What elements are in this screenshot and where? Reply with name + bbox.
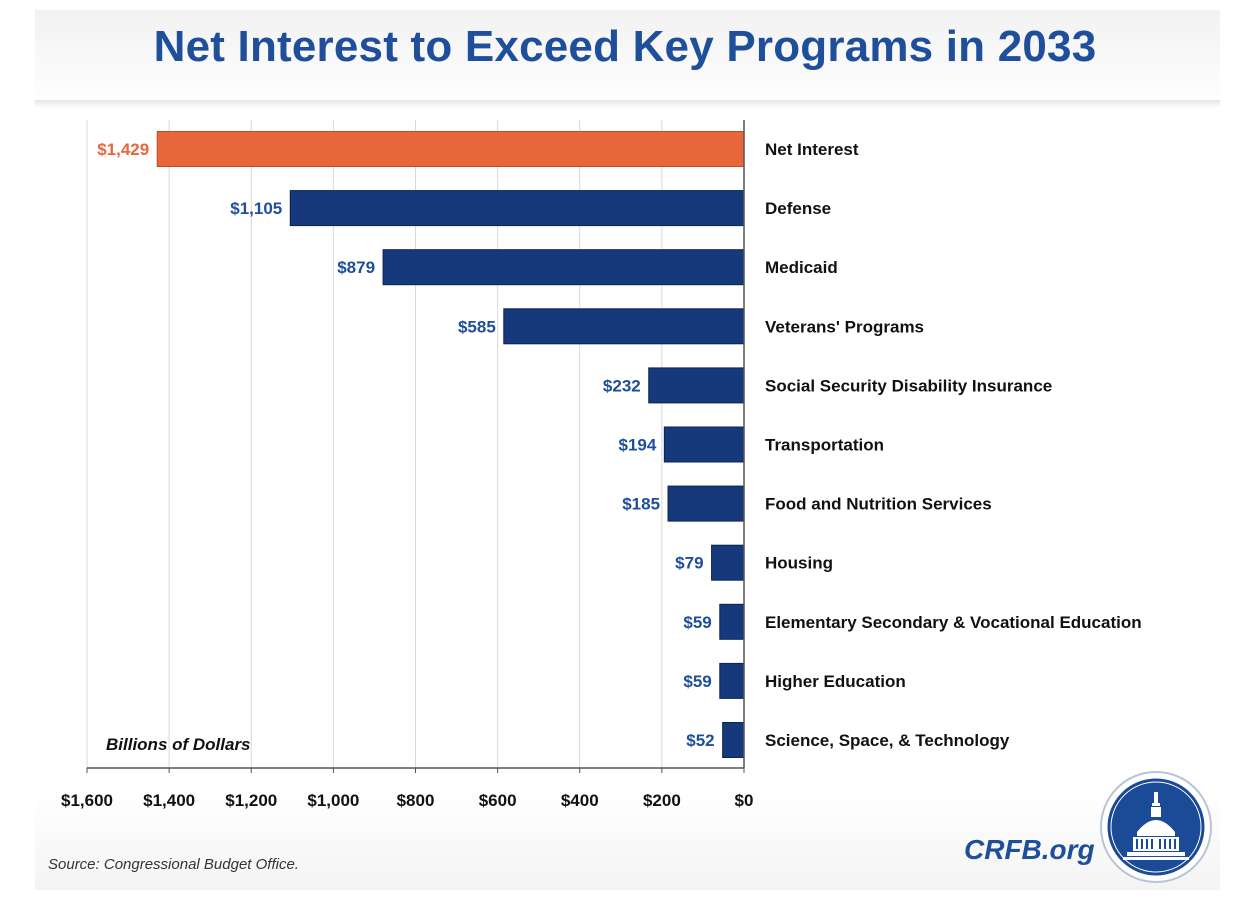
x-tick-label: $1,200	[225, 791, 277, 810]
bar	[667, 485, 745, 522]
x-tick-label: $0	[735, 791, 754, 810]
unit-label: Billions of Dollars	[106, 735, 251, 754]
x-tick-label: $1,400	[143, 791, 195, 810]
bar	[711, 544, 745, 581]
category-label: Defense	[765, 199, 831, 218]
bar-value-label: $194	[619, 436, 657, 455]
category-label: Housing	[765, 554, 833, 573]
bar-value-label: $59	[683, 672, 711, 691]
bar	[503, 308, 745, 345]
bar-value-label: $1,429	[97, 140, 149, 159]
grid-lines	[86, 120, 663, 768]
bar-value-label: $59	[683, 613, 711, 632]
bar	[663, 426, 745, 463]
bar-value-label: $52	[686, 731, 714, 750]
bar	[289, 190, 745, 227]
capitol-seal-icon	[1100, 771, 1212, 883]
bar-value-label: $232	[603, 376, 641, 395]
title-divider	[35, 100, 1220, 108]
category-label: Transportation	[765, 436, 884, 455]
bar-value-label: $1,105	[230, 199, 282, 218]
source-note: Source: Congressional Budget Office.	[48, 856, 299, 873]
bar	[722, 722, 745, 758]
crfb-link[interactable]: CRFB.org	[964, 834, 1095, 865]
bar	[719, 662, 745, 699]
x-tick-label: $600	[479, 791, 517, 810]
x-axis: $1,600 $1,400 $1,200 $1,000 $800 $600 $400 $200…	[61, 120, 753, 810]
category-label: Social Security Disability Insurance	[765, 376, 1052, 395]
bar	[648, 367, 745, 404]
x-tick-label: $1,000	[307, 791, 359, 810]
bar	[382, 249, 745, 286]
category-label: Food and Nutrition Services	[765, 495, 992, 514]
bar-value-label: $185	[622, 495, 660, 514]
category-label: Higher Education	[765, 672, 906, 691]
category-label: Medicaid	[765, 258, 838, 277]
bar	[156, 131, 745, 167]
x-tick-label: $1,600	[61, 791, 113, 810]
x-tick-label: $800	[397, 791, 435, 810]
bar-value-label: $79	[675, 554, 703, 573]
bar	[719, 603, 745, 640]
bar-value-label: $585	[458, 317, 496, 336]
category-label: Net Interest	[765, 140, 859, 159]
x-tick-label: $400	[561, 791, 599, 810]
x-tick-label: $200	[643, 791, 681, 810]
bars: $1,429 Net Interest $1,105 Defense $879 Medic…	[97, 131, 1142, 758]
category-label: Veterans' Programs	[765, 317, 924, 336]
category-label: Science, Space, & Technology	[765, 731, 1010, 750]
bar-value-label: $879	[337, 258, 375, 277]
chart-title: Net Interest to Exceed Key Programs in 2…	[153, 22, 1097, 71]
category-label: Elementary Secondary & Vocational Educat…	[765, 613, 1142, 632]
